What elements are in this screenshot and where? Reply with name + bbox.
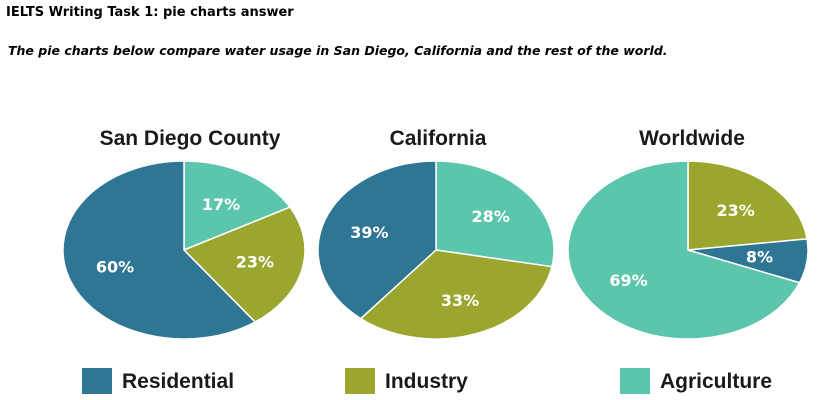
- pie-slice-agriculture: [567, 160, 801, 340]
- chart-title: Worldwide: [639, 127, 745, 150]
- chart-title: California: [390, 127, 487, 150]
- pie-slice-residential: [317, 160, 437, 320]
- pie-chart-san-diego-county: San Diego County 17% 23% 60%: [62, 127, 306, 340]
- pie-slice-agriculture: [435, 160, 555, 268]
- slice-label-residential: 39%: [350, 223, 388, 242]
- slice-label-industry: 23%: [236, 253, 274, 272]
- chart-title: San Diego County: [100, 127, 281, 150]
- legend-swatch-industry: [345, 368, 375, 394]
- legend-item-industry: Industry: [345, 368, 468, 394]
- page-subheading: The pie charts below compare water usage…: [8, 43, 668, 58]
- legend-label-residential: Residential: [122, 370, 234, 393]
- pie-chart-california: California 28% 33% 39%: [317, 127, 555, 340]
- pie-slice-industry: [687, 160, 808, 251]
- legend-label-industry: Industry: [385, 370, 468, 393]
- legend-item-residential: Residential: [82, 368, 234, 394]
- legend-swatch-agriculture: [620, 368, 650, 394]
- pie-chart-worldwide: Worldwide 23% 8% 69%: [567, 127, 809, 340]
- slice-label-agriculture: 69%: [609, 271, 647, 290]
- legend-label-agriculture: Agriculture: [660, 370, 772, 393]
- slice-label-industry: 23%: [716, 201, 754, 220]
- legend: Residential Industry Agriculture: [82, 368, 772, 394]
- slice-label-agriculture: 17%: [202, 195, 240, 214]
- pie-slice-agriculture: [183, 160, 291, 251]
- pie-slice-industry: [360, 249, 553, 340]
- slice-label-industry: 33%: [441, 291, 479, 310]
- legend-item-agriculture: Agriculture: [620, 368, 772, 394]
- pie-slice-residential: [62, 160, 256, 340]
- slice-label-agriculture: 28%: [471, 207, 509, 226]
- slice-label-residential: 60%: [96, 258, 134, 277]
- slice-label-residential: 8%: [746, 248, 773, 267]
- pie-slice-industry: [183, 206, 306, 323]
- legend-swatch-residential: [82, 368, 112, 394]
- page-heading: IELTS Writing Task 1: pie charts answer: [6, 5, 294, 20]
